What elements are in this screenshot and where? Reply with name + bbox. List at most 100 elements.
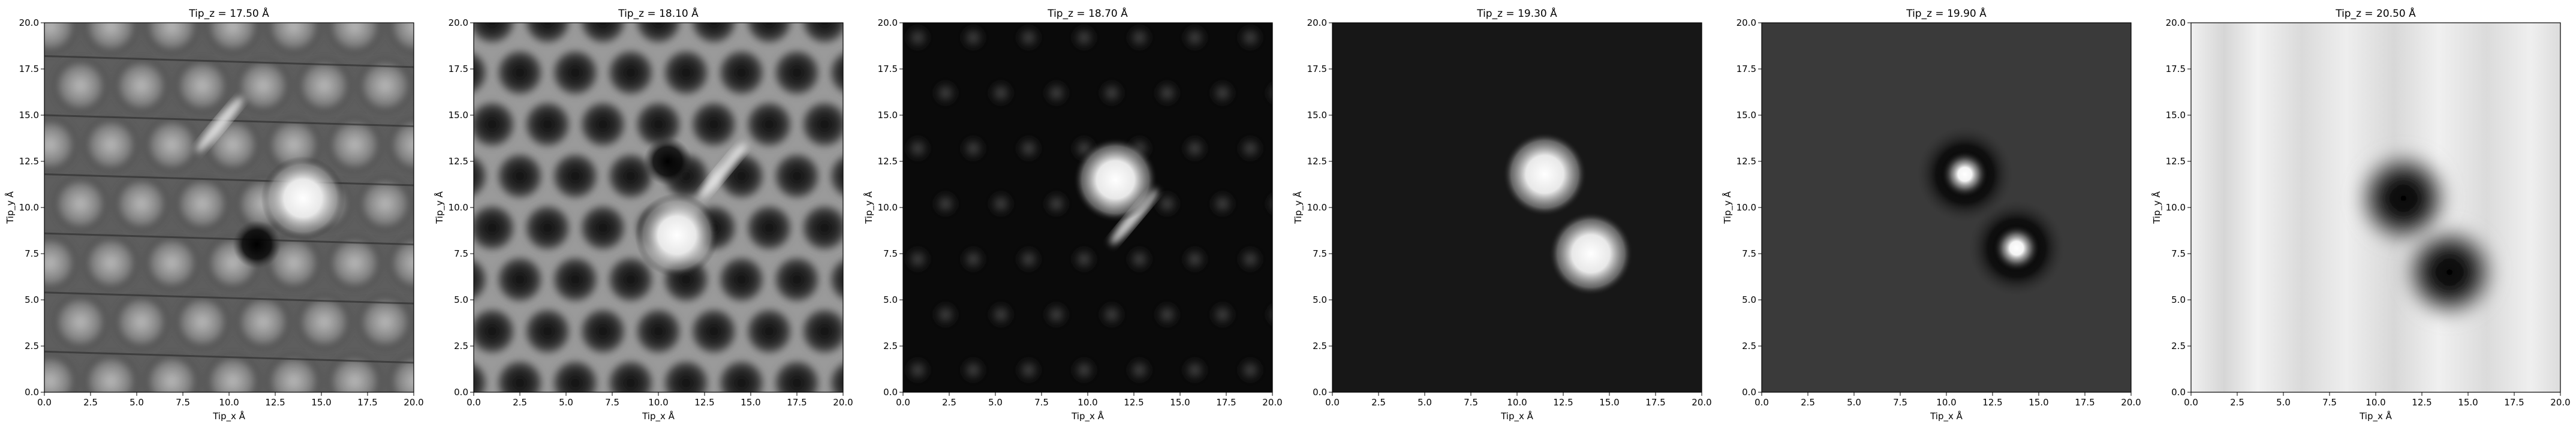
chart-title: Tip_z = 19.30 Å — [1476, 7, 1557, 20]
heatmap-image — [2191, 23, 2560, 392]
x-tick-label: 15.0 — [1170, 397, 1190, 408]
x-tick-label: 7.5 — [1464, 397, 1478, 408]
x-tick-label: 15.0 — [2458, 397, 2478, 408]
y-tick-label: 17.5 — [449, 64, 468, 74]
x-tick-label: 5.0 — [2276, 397, 2291, 408]
y-tick-label: 10.0 — [19, 202, 39, 213]
y-tick-label: 20.0 — [19, 17, 39, 28]
x-axis-label: Tip_x Å — [212, 410, 246, 422]
y-axis-label: Tip_y Å — [863, 191, 875, 224]
x-tick-label: 15.0 — [311, 397, 331, 408]
y-tick-label: 5.0 — [1313, 294, 1327, 305]
y-axis-label: Tip_y Å — [1722, 191, 1734, 224]
x-tick-label: 15.0 — [1599, 397, 1619, 408]
chart-title: Tip_z = 18.10 Å — [618, 7, 699, 20]
x-tick-label: 0.0 — [467, 397, 481, 408]
subplot-5: 0.0 2.5 5.0 7.5 10.0 12.5 15.0 17.5 20.0 0.0 2.5 5.… — [1722, 7, 2141, 422]
y-tick-label: 5.0 — [454, 294, 468, 305]
y-tick-label: 20.0 — [878, 17, 898, 28]
y-tick-label: 0.0 — [883, 387, 898, 398]
x-axis-label: Tip_x Å — [642, 410, 675, 422]
x-tick-label: 2.5 — [513, 397, 527, 408]
x-tick-label: 12.5 — [1124, 397, 1143, 408]
y-tick-label: 20.0 — [2166, 17, 2186, 28]
x-tick-label: 17.5 — [787, 397, 806, 408]
y-tick-label: 12.5 — [449, 156, 468, 167]
heatmap-image — [474, 23, 843, 392]
x-tick-label: 5.0 — [988, 397, 1003, 408]
x-tick-label: 2.5 — [942, 397, 956, 408]
y-axis-label: Tip_y Å — [434, 191, 446, 224]
y-axis-label: Tip_y Å — [2151, 191, 2163, 224]
y-tick-label: 5.0 — [1742, 294, 1756, 305]
y-tick-label: 15.0 — [19, 110, 39, 121]
y-tick-label: 7.5 — [883, 248, 898, 259]
y-tick-label: 2.5 — [25, 341, 39, 351]
x-tick-label: 20.0 — [833, 397, 853, 408]
subplot-3: 0.0 2.5 5.0 7.5 10.0 12.5 15.0 17.5 20.0 0.0 2.5 5.… — [863, 7, 1283, 422]
subplot-4: 0.0 2.5 5.0 7.5 10.0 12.5 15.0 17.5 20.0 0.0 2.5 5.… — [1292, 7, 1712, 422]
x-tick-label: 17.5 — [357, 397, 377, 408]
x-axis-label: Tip_x Å — [2359, 410, 2393, 422]
y-tick-label: 12.5 — [878, 156, 898, 167]
y-tick-label: 17.5 — [878, 64, 898, 74]
x-tick-label: 0.0 — [896, 397, 910, 408]
x-tick-label: 17.5 — [1645, 397, 1665, 408]
x-tick-label: 12.5 — [1553, 397, 1573, 408]
y-tick-label: 12.5 — [1307, 156, 1327, 167]
x-tick-label: 10.0 — [1078, 397, 1097, 408]
y-tick-label: 0.0 — [454, 387, 468, 398]
feature-bright-blob — [634, 193, 719, 278]
y-tick-label: 5.0 — [2171, 294, 2186, 305]
x-axis-label: Tip_x Å — [1071, 410, 1105, 422]
x-tick-label: 10.0 — [2366, 397, 2385, 408]
x-tick-label: 12.5 — [265, 397, 285, 408]
y-tick-label: 17.5 — [1737, 64, 1756, 74]
y-tick-label: 2.5 — [454, 341, 468, 351]
x-tick-label: 15.0 — [741, 397, 760, 408]
feature-bright-blob — [1073, 137, 1158, 222]
y-tick-label: 7.5 — [1313, 248, 1327, 259]
feature-bright-blob — [1503, 132, 1587, 216]
y-tick-label: 10.0 — [1307, 202, 1327, 213]
y-tick-label: 7.5 — [2171, 248, 2186, 259]
y-tick-label: 0.0 — [1742, 387, 1756, 398]
feature-dark-blob — [2355, 150, 2452, 246]
x-axis-label: Tip_x Å — [1930, 410, 1963, 422]
feature-bright-spot-with-dark-halo — [1994, 225, 2040, 271]
x-tick-label: 17.5 — [1216, 397, 1236, 408]
y-tick-label: 2.5 — [2171, 341, 2186, 351]
x-tick-label: 2.5 — [1801, 397, 1815, 408]
y-tick-label: 2.5 — [1742, 341, 1756, 351]
y-tick-label: 15.0 — [449, 110, 468, 121]
chart-title: Tip_z = 18.70 Å — [1047, 7, 1128, 20]
feature-bright-blob — [261, 156, 345, 240]
x-tick-label: 0.0 — [2184, 397, 2198, 408]
x-tick-label: 7.5 — [1034, 397, 1049, 408]
chart-title: Tip_z = 17.50 Å — [188, 7, 269, 20]
feature-dark-blob — [2402, 224, 2498, 320]
heatmap-image — [44, 23, 414, 392]
x-tick-label: 20.0 — [404, 397, 423, 408]
y-tick-label: 7.5 — [25, 248, 39, 259]
y-tick-label: 5.0 — [25, 294, 39, 305]
feature-dark-spot — [233, 220, 281, 269]
subplot-6: 0.0 2.5 5.0 7.5 10.0 12.5 15.0 17.5 20.0 0.0 2.5 5.… — [2151, 7, 2571, 422]
x-tick-label: 20.0 — [1692, 397, 1711, 408]
chart-title: Tip_z = 20.50 Å — [2335, 7, 2416, 20]
feature-dark-spot — [643, 137, 692, 185]
x-tick-label: 2.5 — [83, 397, 98, 408]
x-tick-label: 20.0 — [2550, 397, 2570, 408]
x-tick-label: 7.5 — [176, 397, 190, 408]
x-axis-label: Tip_x Å — [1500, 410, 1534, 422]
y-tick-label: 20.0 — [449, 17, 468, 28]
y-tick-label: 0.0 — [25, 387, 39, 398]
x-tick-label: 10.0 — [648, 397, 668, 408]
x-tick-label: 17.5 — [2075, 397, 2094, 408]
x-tick-label: 10.0 — [1936, 397, 1956, 408]
x-tick-label: 7.5 — [605, 397, 619, 408]
x-tick-label: 12.5 — [2412, 397, 2431, 408]
x-tick-label: 12.5 — [694, 397, 714, 408]
x-tick-label: 10.0 — [1507, 397, 1527, 408]
feature-bright-spot-with-dark-halo — [1942, 151, 1988, 197]
